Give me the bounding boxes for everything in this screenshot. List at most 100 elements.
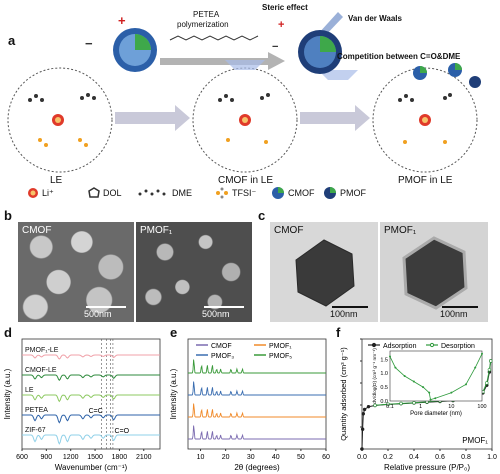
iso-sample-label: PMOF₁ <box>462 436 488 445</box>
sem-pmof-label: PMOF₁ <box>140 225 173 236</box>
le-molecules <box>28 93 96 147</box>
inset-y-tick-label: 1.5 <box>380 357 388 363</box>
inset-point <box>450 391 453 394</box>
arrow-cmof-to-pmof <box>300 105 370 131</box>
ftir-series-line <box>22 414 160 424</box>
inset-point <box>481 352 483 355</box>
iso-y-label: Quantity adsorbed (cm³ g⁻¹) <box>339 347 348 441</box>
cmof-funnel <box>225 60 265 70</box>
ftir-series-label: ZIF-67 <box>25 427 46 434</box>
xrd-series-line <box>188 425 326 440</box>
petea-molecule-icon <box>169 35 259 41</box>
tem-cmof-image: CMOF 100nm <box>270 222 378 322</box>
iso-x-tick-label: 0.6 <box>435 454 445 461</box>
xrd-plot-frame <box>187 338 327 450</box>
petea-label-2: polymerization <box>177 20 229 29</box>
legend-dme: DME <box>172 188 192 198</box>
xrd-series-line <box>188 403 326 418</box>
inset-point <box>434 397 437 400</box>
ftir-x-tick-label: 600 <box>16 454 28 461</box>
iso-point <box>373 403 377 408</box>
xrd-chart: 10 20 30 40 50 60 2θ (degrees) Intensity (a.u.)… <box>169 338 330 472</box>
inset-x-tick-label: 100 <box>477 404 486 410</box>
ftir-series-label: PMOF₁-LE <box>25 347 59 354</box>
le-circle <box>7 67 113 173</box>
panel-e-letter: e <box>170 325 178 340</box>
ftir-annotation-co: C=O <box>115 428 130 435</box>
ftir-series-label: PETEA <box>25 407 48 414</box>
panel-c-letter: c <box>258 208 266 223</box>
ftir-annotation-cc: C=C <box>89 408 103 415</box>
inset-y-tick-label: 0.0 <box>380 399 388 405</box>
panel-b-letter: b <box>4 208 12 223</box>
inset-x-tick-label: 0.1 <box>386 404 394 410</box>
inset-point <box>474 366 477 369</box>
iso-point <box>489 359 493 363</box>
tem-pmof-scale: 100nm <box>440 309 468 319</box>
ftir-series-line <box>22 434 160 445</box>
iso-point <box>360 447 364 451</box>
state-label-le: LE <box>50 175 63 186</box>
xrd-x-tick-label: 60 <box>322 454 330 461</box>
inset-x-label: Pore diameter (nm) <box>410 411 462 417</box>
iso-x-tick-label: 1.0 <box>487 454 497 461</box>
xrd-legend-label: CMOF <box>211 343 232 350</box>
inset-point <box>403 375 406 377</box>
iso-legend-label: Desorption <box>441 343 475 350</box>
xrd-legend-label: PMOF₅ <box>269 353 292 360</box>
xrd-legend-label: PMOF₃ <box>211 353 234 360</box>
competition-label: Competition between C=O&DME <box>337 52 461 61</box>
svg-text:−: − <box>272 41 278 53</box>
minus-sign: − <box>85 36 93 51</box>
inset-x-tick-label: 10 <box>448 404 454 410</box>
xrd-x-tick-label: 10 <box>197 454 205 461</box>
inset-point <box>429 398 432 401</box>
iso-x-tick-label: 0.2 <box>383 454 393 461</box>
pmof-le-circle <box>372 67 478 173</box>
xrd-x-label: 2θ (degrees) <box>234 463 280 472</box>
inset-y-tick-label: 1.0 <box>380 371 388 377</box>
xrd-x-tick-label: 30 <box>247 454 255 461</box>
inset-point <box>428 391 431 394</box>
iso-point <box>366 404 371 409</box>
iso-point <box>399 401 403 406</box>
svg-text:+: + <box>278 19 284 31</box>
inset-y-tick-label: 0.5 <box>380 385 388 391</box>
xrd-x-tick-label: 40 <box>272 454 280 461</box>
plus-sign: + <box>118 13 126 28</box>
isotherm-chart: 0.0 0.2 0.4 0.6 0.8 1.0 Relative pressure (P/P… <box>339 338 497 472</box>
panel-d-letter: d <box>4 325 12 340</box>
legend-li: Li⁺ <box>42 188 54 198</box>
sem-cmof-label: CMOF <box>22 225 52 236</box>
xrd-y-label: Intensity (a.u.) <box>169 368 178 419</box>
xrd-x-tick-label: 20 <box>222 454 230 461</box>
pmof-le-molecules <box>398 93 452 144</box>
sem-pmof-scale: 500nm <box>202 309 230 319</box>
arrow-petea-head <box>268 52 285 70</box>
iso-point <box>361 412 365 416</box>
iso-point <box>360 427 365 431</box>
sem-pmof-image: PMOF₁ 500nm <box>136 222 252 322</box>
iso-legend-label: Adsorption <box>383 343 417 350</box>
tem-cmof-label: CMOF <box>274 225 304 236</box>
ftir-y-label: Intensity (a.u.) <box>3 368 12 419</box>
state-label-cmof-le: CMOF in LE <box>218 175 274 186</box>
legend-cmof: CMOF <box>288 188 315 198</box>
iso-point <box>386 402 390 406</box>
panel-f-letter: f <box>336 325 341 340</box>
ftir-series-label: LE <box>25 387 34 394</box>
ftir-x-tick-label: 2100 <box>136 454 152 461</box>
ftir-x-tick-label: 1800 <box>112 454 128 461</box>
petea-label-1: PETEA <box>193 10 220 19</box>
iso-legend-marker <box>371 342 377 348</box>
van-der-waals-label: Van der Waals <box>348 14 402 23</box>
iso-plot-frame <box>361 338 493 450</box>
xrd-x-tick-label: 50 <box>297 454 305 461</box>
ftir-chart: 600 900 1200 1500 1800 2100 Wavenumber (cm⁻¹) I… <box>3 338 161 472</box>
ftir-x-label: Wavenumber (cm⁻¹) <box>55 463 128 472</box>
tem-pmof-image: PMOF₁ 100nm <box>380 222 488 322</box>
steric-effect-label: Steric effect <box>262 3 308 12</box>
state-label-pmof-le: PMOF in LE <box>398 175 453 186</box>
inset-point <box>394 366 397 369</box>
arrow-petea <box>160 58 270 65</box>
